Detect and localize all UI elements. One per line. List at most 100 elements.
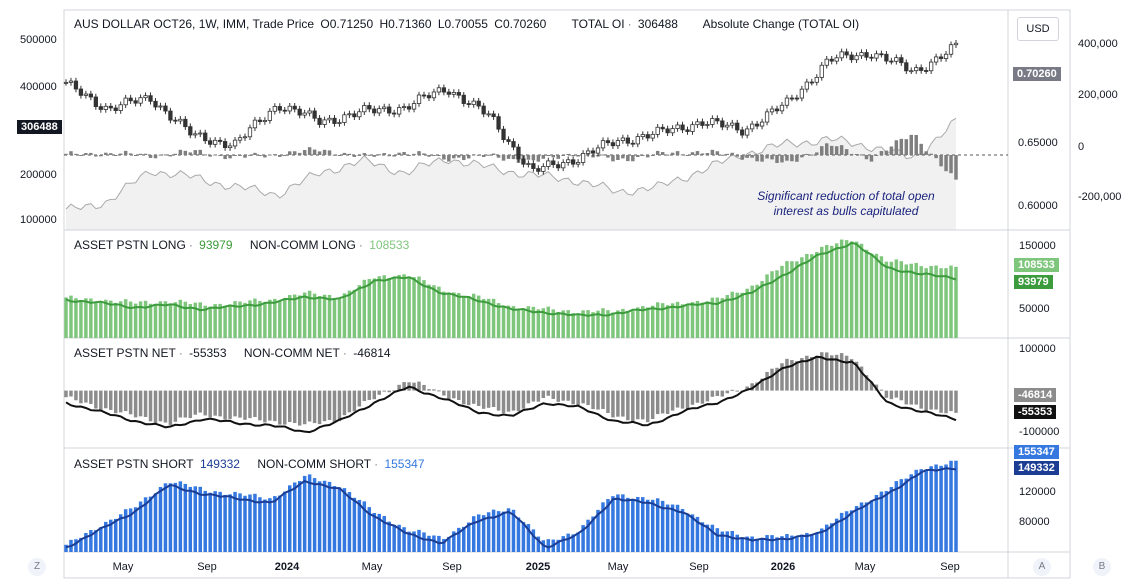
short-bar [337, 487, 342, 552]
currency-button[interactable]: USD [1017, 17, 1059, 41]
short-bar [660, 500, 665, 552]
candle-body [924, 70, 929, 72]
short-bar [178, 481, 183, 552]
candle-body [740, 129, 745, 136]
short-bar [839, 512, 844, 552]
change-bar [462, 155, 466, 161]
net-bar [795, 361, 799, 391]
change-bar [138, 153, 143, 155]
candle-body [362, 105, 367, 113]
long-bar [397, 274, 401, 338]
long-bar [322, 294, 327, 338]
candle-body [745, 128, 750, 136]
long-bar [556, 311, 560, 338]
short-bar [422, 532, 426, 552]
net-bar [650, 390, 655, 419]
long-bar [337, 298, 342, 338]
long-tag-b: 108533 [1014, 258, 1059, 272]
change-bar [660, 152, 665, 155]
change-label[interactable]: Absolute Change (TOTAL OI) [702, 17, 860, 31]
candle-body [387, 106, 392, 114]
change-bar [178, 149, 183, 155]
net-label-b[interactable]: NON-COMM NET [243, 346, 340, 360]
net-bar [342, 390, 347, 416]
net-bar [700, 390, 705, 404]
long-bar [128, 301, 133, 338]
net-bar [516, 390, 521, 412]
change-bar [879, 151, 884, 155]
long-bar [402, 274, 406, 338]
short-bar [432, 535, 436, 552]
long-bar [655, 302, 660, 338]
change-bar [730, 152, 734, 155]
change-bar [84, 153, 88, 155]
net-label-a[interactable]: ASSET PSTN NET [74, 346, 176, 360]
oi-label[interactable]: TOTAL OI [571, 17, 625, 31]
short-bar [143, 497, 148, 552]
candle-body [919, 67, 924, 71]
short-bar [74, 539, 78, 552]
long-bar [884, 261, 889, 338]
net-bar [143, 390, 148, 417]
change-bar [924, 151, 928, 155]
long-bar [581, 310, 585, 338]
candle-body [943, 53, 949, 59]
change-bar [442, 155, 446, 160]
short-bar [904, 478, 909, 552]
change-bar [337, 155, 342, 156]
net-bar [601, 390, 605, 410]
long-bar [143, 300, 148, 338]
candle-body [804, 81, 809, 90]
long-bar [844, 240, 849, 338]
long-bar [596, 310, 600, 338]
short-tick: 120000 [1019, 486, 1056, 498]
candle-body [784, 97, 790, 106]
long-bar [417, 276, 421, 338]
long-bar [238, 301, 242, 338]
long-bar [645, 307, 650, 338]
long-bar [447, 293, 451, 338]
short-bar [849, 510, 854, 552]
change-bar [263, 155, 267, 158]
long-bar [412, 277, 416, 338]
candle-body [198, 132, 203, 135]
short-bar [183, 483, 188, 552]
long-bar [611, 312, 615, 338]
symbol-title[interactable]: AUS DOLLAR OCT26, 1W, IMM, Trade Price [74, 17, 315, 31]
candle-body [685, 129, 690, 132]
long-label-a[interactable]: ASSET PSTN LONG [74, 238, 186, 252]
net-bar [670, 390, 675, 411]
short-bar [283, 491, 287, 552]
long-bar [621, 308, 625, 338]
long-line [65, 241, 957, 317]
short-bar [740, 537, 744, 552]
net-bar [690, 390, 695, 405]
change-bar [645, 155, 650, 158]
net-bar [123, 390, 128, 412]
candle-body [511, 141, 516, 148]
change-bar [949, 155, 953, 174]
candle-body [342, 114, 347, 123]
auto-scale-button[interactable]: A [1033, 558, 1051, 576]
long-bar [387, 277, 391, 338]
change-bar [944, 155, 948, 172]
long-bar [815, 252, 819, 338]
net-bar [576, 390, 580, 406]
short-bar [64, 544, 68, 552]
timezone-button[interactable]: Z [28, 558, 46, 576]
net-bar [427, 389, 431, 391]
candle-body [153, 100, 158, 108]
short-bar [89, 530, 93, 552]
net-bar [198, 390, 202, 413]
time-label: 2025 [525, 561, 551, 573]
short-bar [163, 483, 168, 552]
annotation-text: Significant reduction of total open inte… [736, 189, 956, 219]
short-label-b[interactable]: NON-COMM SHORT [257, 457, 372, 471]
candle-body [227, 145, 233, 149]
log-scale-button[interactable]: B [1093, 558, 1111, 576]
long-label-b[interactable]: NON-COMM LONG [249, 238, 356, 252]
short-bar [665, 504, 670, 552]
short-label-a[interactable]: ASSET PSTN SHORT [74, 457, 194, 471]
long-bar [362, 279, 367, 338]
